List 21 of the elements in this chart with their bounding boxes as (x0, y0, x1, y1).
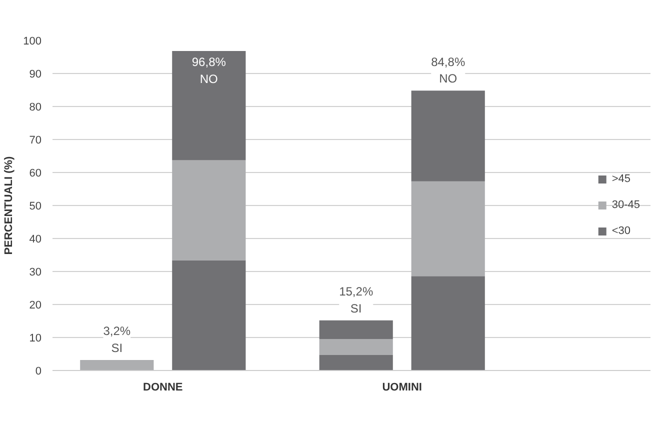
text: DONNE (143, 382, 183, 394)
y-tick-label: 20 (29, 300, 42, 312)
y-tick-label: 40 (29, 234, 42, 246)
y-axis-title: PERCENTUALI (%) (3, 156, 16, 255)
legend-label: >45 (612, 173, 632, 185)
legend-label: 30-45 (612, 199, 640, 211)
annotation: 3,2% SI (103, 324, 131, 355)
annotation: 84,8% NO (431, 54, 466, 86)
legend-label: <30 (612, 225, 632, 237)
y-tick-label: 0 (35, 366, 42, 378)
y-tick-label: 50 (29, 200, 42, 212)
text: UOMINI (382, 382, 422, 394)
y-tick-label: 10 (29, 332, 42, 344)
y-tick-label: 90 (29, 68, 42, 80)
y-tick-label: 100 (23, 36, 42, 48)
y-tick-label: 60 (29, 168, 42, 180)
y-tick-label: 70 (29, 134, 42, 146)
y-tick-label: 30 (29, 266, 42, 278)
annotation: 96,8% NO (192, 55, 226, 86)
annotation: 15,2% SI (339, 284, 374, 316)
y-tick-label: 80 (29, 102, 42, 114)
